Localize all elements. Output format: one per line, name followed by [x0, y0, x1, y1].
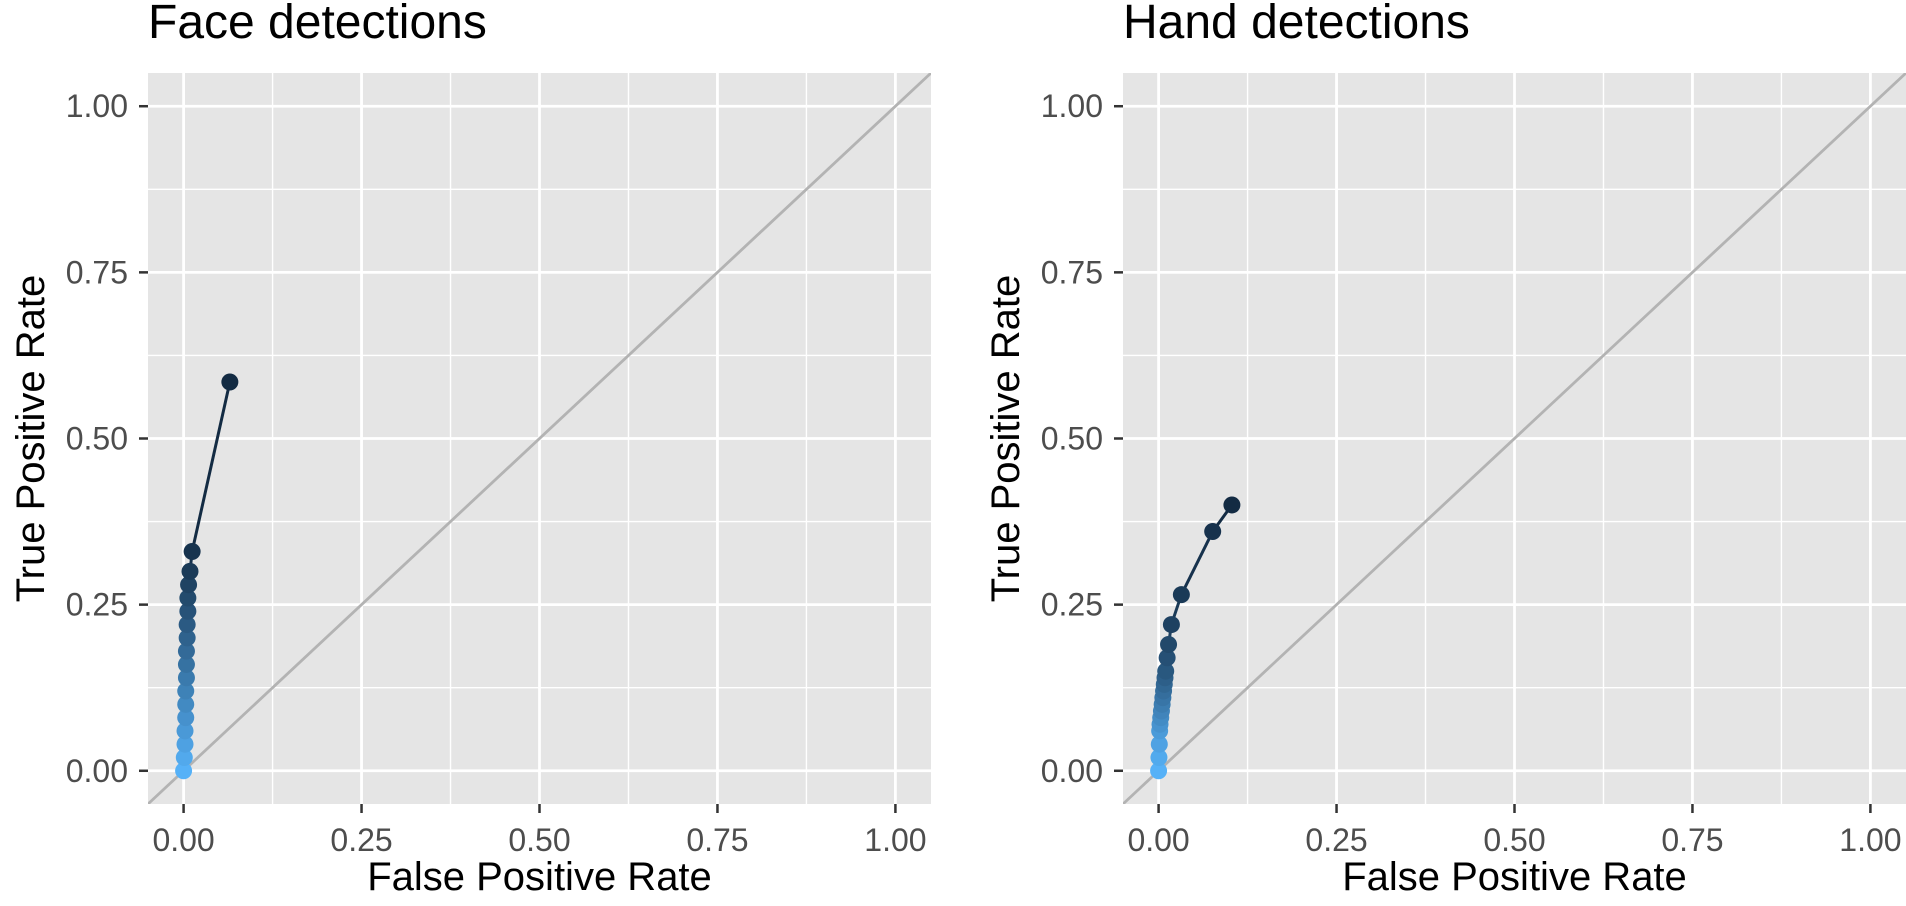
x-axis-title: False Positive Rate [1342, 855, 1687, 899]
chart-title: Face detections [148, 0, 487, 49]
data-point [179, 602, 197, 620]
x-tick-label: 0.75 [1661, 822, 1723, 858]
y-tick-label: 0.75 [66, 254, 128, 290]
data-point [176, 735, 194, 753]
data-point [177, 642, 195, 660]
roc-curve [175, 373, 239, 780]
data-point [177, 695, 195, 713]
y-tick-label: 0.50 [1041, 421, 1103, 457]
data-point [177, 655, 195, 673]
y-tick-label: 0.00 [1041, 753, 1103, 789]
y-tick-label: 0.25 [1041, 587, 1103, 623]
data-point [1158, 649, 1176, 667]
y-tick-label: 1.00 [1041, 88, 1103, 124]
x-tick-label: 1.00 [864, 822, 926, 858]
diagonal-reference-line [1123, 73, 1906, 804]
data-point [181, 562, 199, 580]
chart-panel-2: 0.00 0.25 0.50 0.75 1.00 0.00 0.25 0.50 0.75 1.00… [984, 0, 1906, 899]
data-point [1223, 496, 1241, 514]
data-point [1162, 616, 1180, 634]
data-point [183, 542, 201, 560]
roc-curve [1150, 496, 1241, 780]
data-point [176, 722, 194, 740]
data-point [1150, 748, 1168, 766]
diagonal-reference-line [148, 73, 931, 804]
x-tick-label: 0.25 [1305, 822, 1367, 858]
y-tick-label: 0.50 [66, 421, 128, 457]
y-tick-label: 0.75 [1041, 254, 1103, 290]
curve-segment [190, 381, 232, 552]
data-point [178, 616, 196, 634]
data-point [1157, 662, 1175, 680]
data-point [175, 748, 193, 766]
data-point [1160, 636, 1178, 654]
x-tick-label: 0.00 [1127, 822, 1189, 858]
data-point [177, 709, 195, 727]
x-tick-label: 0.50 [508, 822, 570, 858]
x-tick-label: 0.50 [1483, 822, 1545, 858]
y-axis-title: True Positive Rate [9, 275, 53, 603]
y-tick-label: 0.25 [66, 587, 128, 623]
chart-panel-1: 0.00 0.25 0.50 0.75 1.00 0.00 0.25 0.50 0.75 1.00… [9, 0, 931, 899]
y-axis-title: True Positive Rate [984, 275, 1028, 603]
data-point [221, 373, 239, 391]
data-point [178, 629, 196, 647]
data-point [175, 762, 193, 780]
curve-segment [1180, 530, 1215, 596]
y-tick-label: 1.00 [66, 88, 128, 124]
data-point [1150, 762, 1168, 780]
x-axis-title: False Positive Rate [367, 855, 712, 899]
data-point [1150, 735, 1168, 753]
data-point [177, 669, 195, 687]
data-point [1172, 586, 1190, 604]
x-tick-label: 1.00 [1839, 822, 1901, 858]
data-point [180, 576, 198, 594]
x-tick-label: 0.25 [330, 822, 392, 858]
x-tick-label: 0.00 [152, 822, 214, 858]
data-point [179, 589, 197, 607]
y-tick-label: 0.00 [66, 753, 128, 789]
data-point [1204, 523, 1222, 541]
chart-title: Hand detections [1123, 0, 1470, 49]
x-tick-label: 0.75 [686, 822, 748, 858]
data-point [177, 682, 195, 700]
